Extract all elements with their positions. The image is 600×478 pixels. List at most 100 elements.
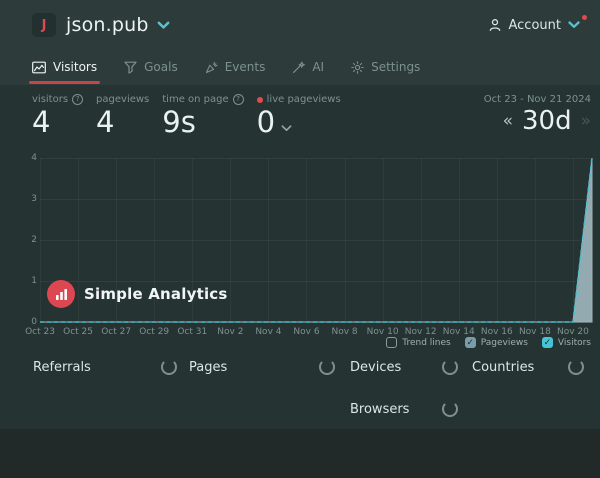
tab-events[interactable]: Events [205,50,265,84]
loading-spinner-icon [161,359,177,375]
gridline [40,281,592,282]
x-tick: Nov 2 [217,327,244,337]
x-tick: Oct 23 [25,327,55,337]
previous-period-button[interactable]: « [502,110,513,131]
loading-spinner-icon [568,359,584,375]
stat-label: live pageviews [256,94,341,105]
visitors-line [40,157,593,323]
loading-spinner-icon [442,359,458,375]
panel-pages: Pages [189,357,335,377]
stat-value: 0 [257,105,341,139]
gridline [382,158,384,322]
checkbox[interactable] [386,337,398,348]
y-tick: 1 [31,276,37,286]
tab-ai[interactable]: AI [292,50,324,84]
site-switcher[interactable]: json.pub [66,14,170,36]
chevron-down-icon [568,21,580,28]
gridline [496,158,498,322]
legend-visitors[interactable]: ✓ Visitors [541,337,591,348]
loading-spinner-icon [319,359,335,375]
tab-visitors[interactable]: Visitors [28,50,101,84]
legend-trend-lines[interactable]: Trend lines [386,337,451,348]
person-icon [489,19,500,31]
panel-devices: Devices [350,357,458,377]
stat-value: 4 [32,105,51,139]
gridline [458,158,460,322]
gridline [344,158,346,322]
stat-label: pageviews [96,94,150,105]
chart-legend: Trend lines ✓ Pageviews ✓ Visitors [386,337,591,348]
stats-bar: visitors? 4 pageviews 4 time on page? 9s live … [32,94,354,139]
y-tick: 3 [31,194,37,204]
account-label: Account [508,17,562,33]
account-menu[interactable]: Account [484,14,589,37]
simple-analytics-logo-icon [47,280,75,308]
site-name: json.pub [66,14,149,36]
live-dot-icon [256,96,263,103]
panel-title: Devices [350,359,402,375]
tab-settings[interactable]: Settings [351,50,420,84]
panel-title: Countries [472,359,535,375]
stat-live-pageviews[interactable]: live pageviews 0 [256,94,341,139]
stat-label: time on page? [162,94,244,105]
chart-icon [32,61,46,74]
gridline [154,158,156,322]
period-picker: Oct 23 - Nov 21 2024 « 30d » [484,94,591,134]
tab-label: Visitors [53,60,98,74]
x-tick: Nov 12 [404,327,437,337]
x-tick: Nov 10 [366,327,399,337]
period-selector[interactable]: 30d [522,106,572,136]
chevron-down-icon [157,21,170,29]
info-icon[interactable]: ? [232,94,244,105]
x-tick: Nov 18 [518,327,551,337]
y-tick: 4 [31,153,37,163]
stat-value: 4 [96,105,115,139]
funnel-icon [124,61,137,74]
tab-label: Settings [371,60,421,74]
gear-icon [351,60,364,74]
confetti-icon [205,61,218,74]
wand-icon [292,61,306,74]
loading-spinner-icon [442,401,458,417]
x-tick: Oct 25 [63,327,93,337]
tab-label: Goals [144,60,178,74]
y-tick: 0 [31,317,37,327]
watermark-label: Simple Analytics [84,285,228,303]
watermark: Simple Analytics [47,280,228,308]
y-tick: 2 [31,235,37,245]
chart-plot-area[interactable] [40,157,593,323]
info-icon[interactable]: ? [72,94,84,105]
gridline [116,158,118,322]
legend-pageviews[interactable]: ✓ Pageviews [464,337,528,348]
tab-label: AI [312,60,325,74]
checkbox[interactable]: ✓ [464,337,476,348]
stat-value: 9s [162,105,196,139]
notification-dot [582,14,587,20]
panel-title: Referrals [33,359,91,375]
tab-goals[interactable]: Goals [124,50,178,84]
gridline [268,158,270,322]
header: J json.pub Account Visitors Goals E [0,0,600,85]
x-tick: Nov 4 [255,327,282,337]
date-range-label[interactable]: Oct 23 - Nov 21 2024 [483,94,591,105]
x-axis: Oct 23 Oct 25 Oct 27 Oct 29 Oct 31 Nov 2 Nov 4… [25,327,592,339]
top-bar: J json.pub Account [0,0,600,50]
next-period-button[interactable]: » [580,110,591,131]
site-logo[interactable]: J [32,13,56,37]
chevron-down-icon[interactable] [281,106,292,139]
gridline [534,158,536,322]
panel-referrals: Referrals [33,357,177,377]
x-tick: Nov 16 [480,327,513,337]
x-tick: Oct 27 [101,327,132,337]
stat-label: visitors? [32,94,84,105]
stat-time-on-page: time on page? 9s [162,94,244,139]
checkbox[interactable]: ✓ [541,337,553,348]
gridline [230,158,232,322]
page-footer-area [0,429,600,478]
tab-bar: Visitors Goals Events AI Settings [0,50,600,84]
period-controls: « 30d » [484,108,591,134]
gridline [40,158,41,322]
stat-visitors: visitors? 4 [32,94,84,139]
x-tick: Oct 31 [177,327,208,337]
